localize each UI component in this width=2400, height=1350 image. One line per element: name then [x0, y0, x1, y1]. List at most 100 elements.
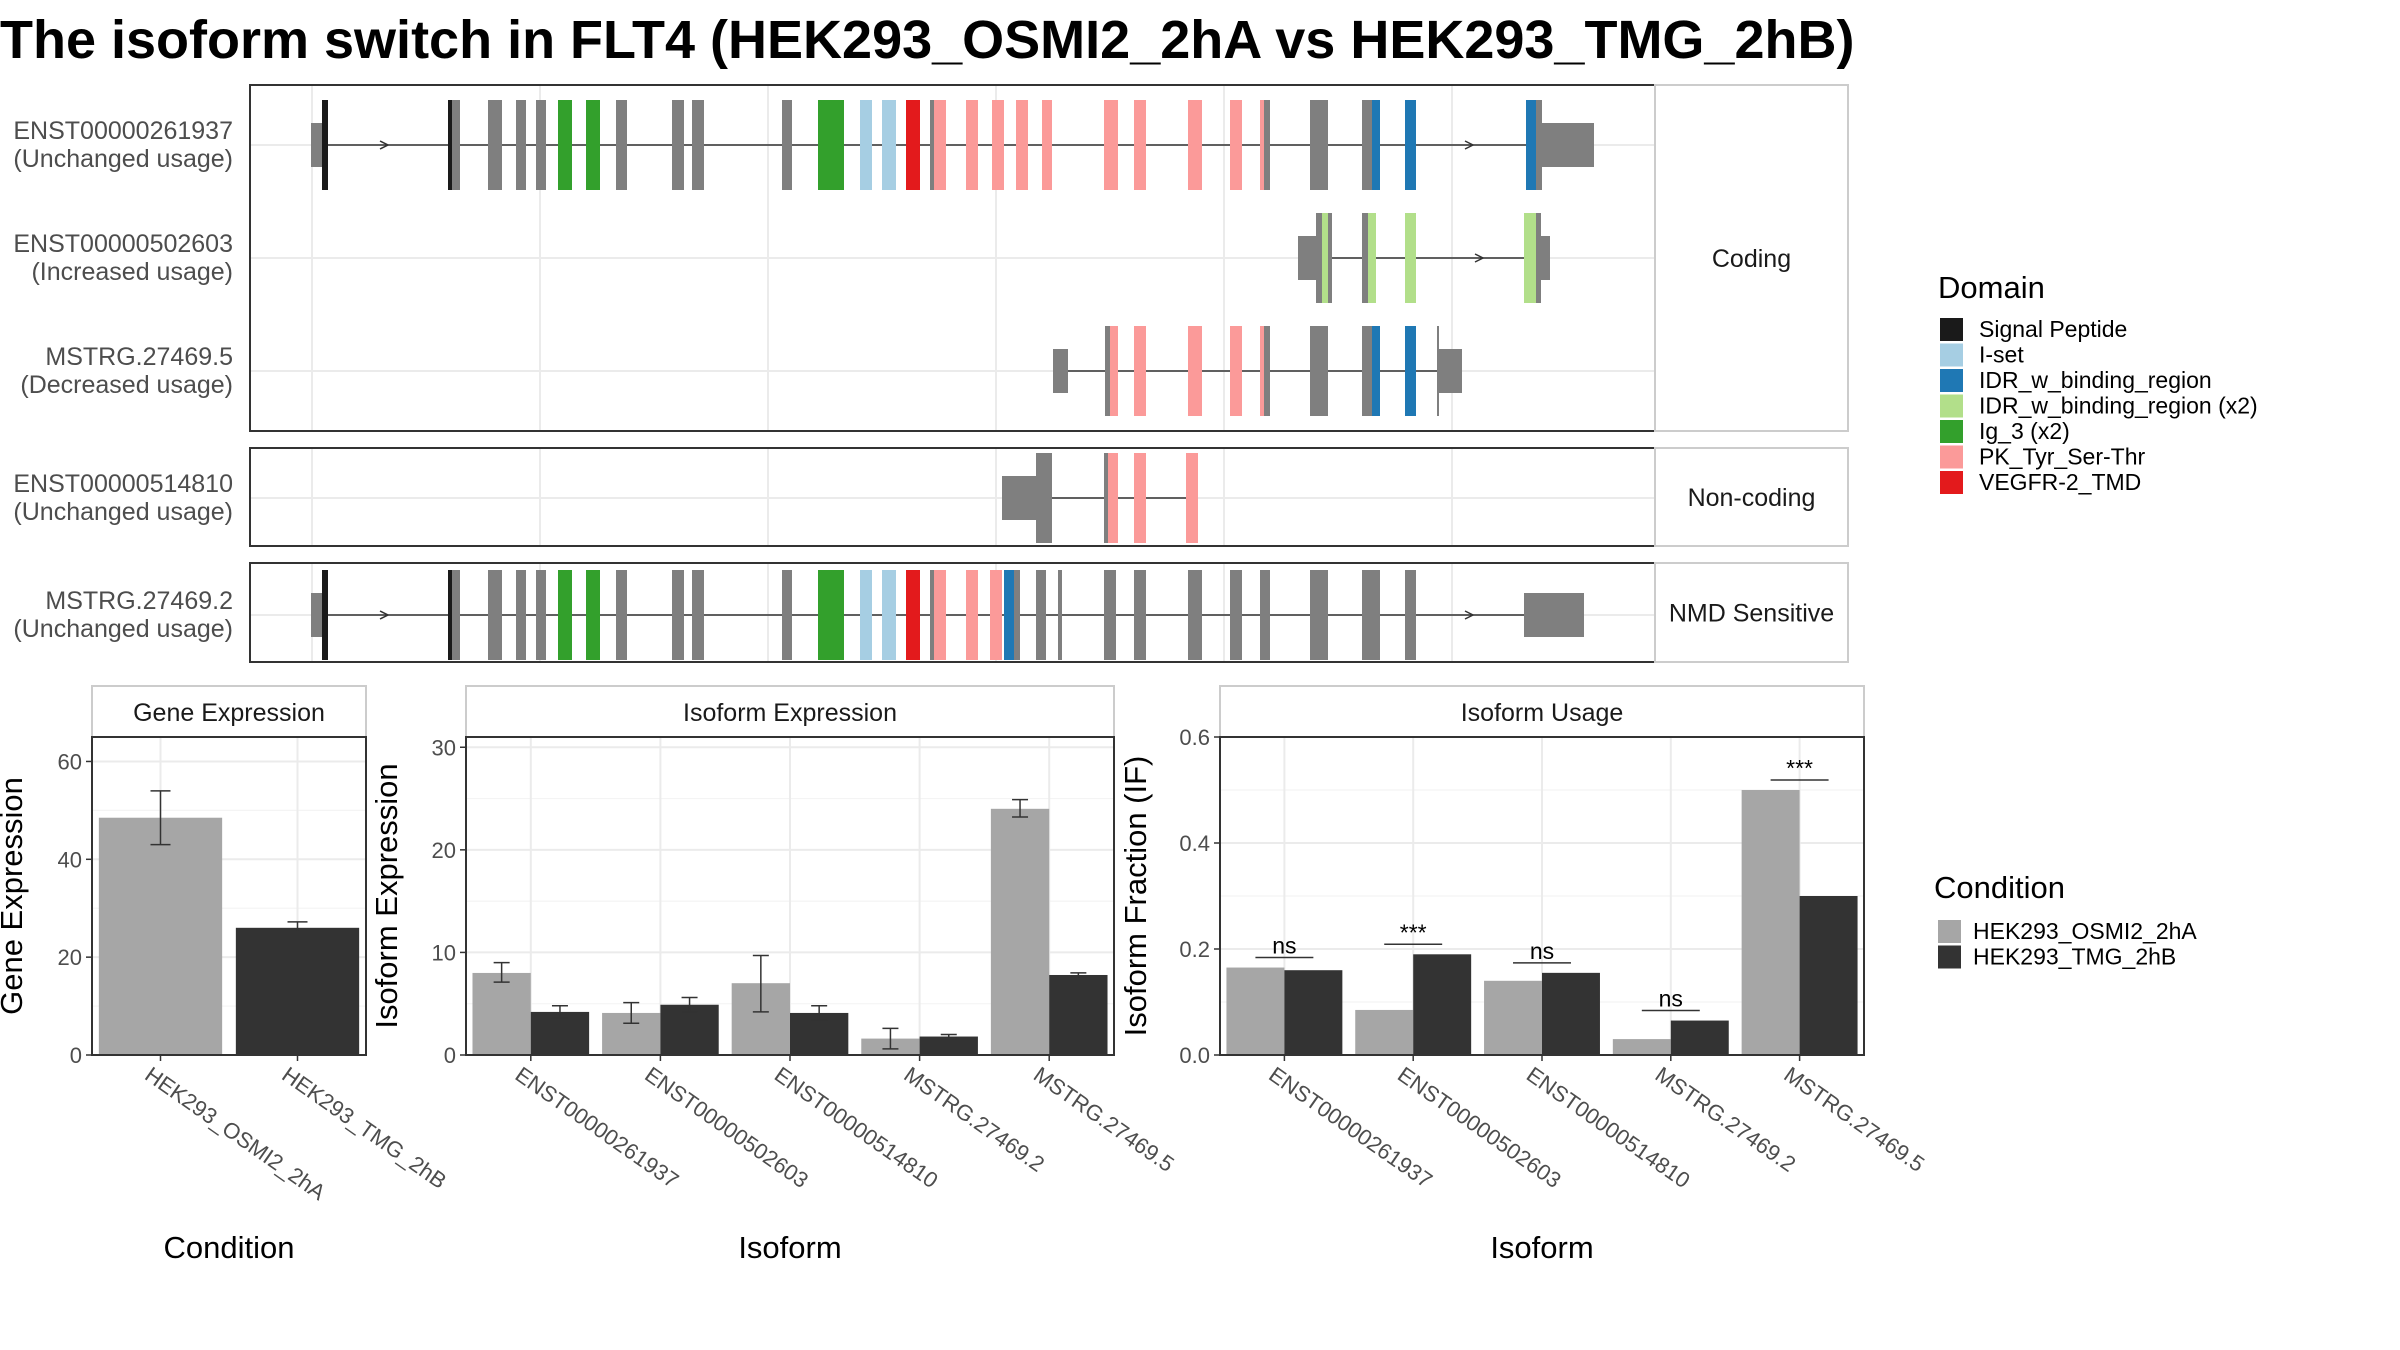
- exon-block: [1536, 213, 1541, 303]
- exon-block: [906, 100, 920, 190]
- y-axis-title: Isoform Fraction (IF): [1118, 756, 1153, 1037]
- facet-strip: [1654, 447, 1849, 547]
- facet-strip-label: Coding: [1712, 245, 1791, 273]
- exon-block: [1108, 453, 1118, 543]
- significance-label: ns: [1530, 938, 1554, 964]
- isoform-id-label: MSTRG.27469.5: [45, 343, 233, 371]
- exon-block: [516, 100, 526, 190]
- x-axis-title: Isoform: [738, 1230, 841, 1265]
- bar: [1226, 967, 1285, 1055]
- exon-block: [452, 570, 460, 660]
- exon-block: [558, 100, 572, 190]
- chart-title-strip: [91, 685, 367, 738]
- y-tick-label: 0.0: [1179, 1043, 1210, 1068]
- exon-block: [322, 100, 328, 190]
- exon-block: [1536, 100, 1542, 190]
- exon-block: [818, 570, 826, 660]
- condition-legend-label: HEK293_TMG_2hB: [1973, 944, 2176, 970]
- domain-legend-label: PK_Tyr_Ser-Thr: [1979, 444, 2145, 470]
- exon-block: [882, 570, 896, 660]
- exon-block: [782, 570, 792, 660]
- exon-block: [616, 100, 627, 190]
- exon-block: [1134, 570, 1146, 660]
- bars: [472, 798, 1108, 1055]
- exon-block: [1188, 100, 1202, 190]
- y-tick-label: 0.2: [1179, 937, 1210, 962]
- bar: [235, 927, 360, 1055]
- condition-legend-label: HEK293_OSMI2_2hA: [1973, 918, 2197, 944]
- bar: [919, 1036, 978, 1055]
- bars: [1226, 790, 1858, 1055]
- y-tick-label: 40: [58, 847, 82, 872]
- chart-title-strip: [1219, 685, 1865, 738]
- domain-legend-label: VEGFR-2_TMD: [1979, 469, 2141, 495]
- isoform-usage-label: (Unchanged usage): [13, 498, 233, 526]
- bar: [1049, 974, 1108, 1055]
- bar: [98, 817, 223, 1055]
- exon-block: [1542, 123, 1594, 167]
- exon-block: [934, 570, 946, 660]
- x-axis-title: Isoform: [1490, 1230, 1593, 1265]
- exon-block: [1541, 236, 1550, 280]
- exon-block: [1368, 213, 1376, 303]
- exon-block: [1362, 213, 1368, 303]
- exon-block: [516, 570, 526, 660]
- exon-block: [1016, 100, 1028, 190]
- exon-block: [1134, 100, 1146, 190]
- exon-block: [1104, 570, 1116, 660]
- domain-legend-key: [1940, 394, 1963, 418]
- exon-block: [1002, 476, 1036, 520]
- exon-block: [1260, 326, 1264, 416]
- exon-block: [1437, 326, 1439, 416]
- isoform-structure-panel: Coding Non-coding NMD Sensitive ENST0000026…: [13, 84, 1849, 663]
- domain-legend-key: [1940, 369, 1963, 392]
- y-tick-label: 60: [58, 749, 82, 774]
- exon-block: [826, 100, 844, 190]
- isoform-id-label: ENST00000261937: [13, 117, 233, 145]
- domain-legend-key: [1940, 471, 1963, 494]
- isoform-row: ENST00000261937(Unchanged usage): [13, 100, 1594, 190]
- chart-panel-border: [91, 736, 367, 1056]
- y-tick-label: 0.6: [1179, 725, 1210, 750]
- exon-block: [1188, 326, 1202, 416]
- exon-block: [1042, 100, 1052, 190]
- exon-block: [586, 100, 600, 190]
- exon-block: [934, 100, 946, 190]
- exon-block: [1230, 100, 1242, 190]
- exon-block: [1264, 326, 1270, 416]
- exon-block: [1524, 593, 1584, 637]
- significance-label: ns: [1272, 933, 1296, 959]
- exon-block: [1439, 349, 1462, 393]
- structure-panel-bg: [250, 563, 1655, 662]
- isoform-row: ENST00000514810(Unchanged usage): [13, 453, 1198, 543]
- figure-title: The isoform switch in FLT4 (HEK293_OSMI2…: [0, 10, 1854, 70]
- y-tick-label: 0.4: [1179, 831, 1210, 856]
- isoform-row: MSTRG.27469.5(Decreased usage): [20, 326, 1462, 416]
- exon-block: [1188, 570, 1202, 660]
- exon-block: [1405, 326, 1416, 416]
- exon-block: [826, 570, 844, 660]
- x-tick-label: MSTRG.27469.5: [1780, 1062, 1930, 1177]
- significance-label: ns: [1659, 986, 1683, 1012]
- domain-legend-label: Ig_3 (x2): [1979, 418, 2070, 444]
- bar: [530, 1011, 590, 1055]
- exon-block: [311, 123, 322, 167]
- bar: [1484, 980, 1542, 1055]
- exon-block: [966, 570, 978, 660]
- exon-block: [930, 100, 934, 190]
- chart-title: Isoform Usage: [1461, 699, 1624, 727]
- exon-block: [1362, 570, 1380, 660]
- exon-block: [1310, 326, 1328, 416]
- exon-block: [1310, 100, 1328, 190]
- bar: [1799, 896, 1858, 1055]
- exon-block: [1264, 100, 1270, 190]
- chart-isoform-usage: Isoform Usage0.00.20.40.6ns***nsns***ENS…: [1118, 685, 1930, 1265]
- exon-block: [672, 570, 684, 660]
- domain-legend-key: [1940, 318, 1963, 341]
- isoform-usage-label: (Unchanged usage): [13, 145, 233, 173]
- isoform-usage-label: (Unchanged usage): [13, 615, 233, 643]
- domain-legend-label: Signal Peptide: [1979, 316, 2127, 342]
- bars: [98, 790, 360, 1055]
- domain-legend-label: IDR_w_binding_region (x2): [1979, 393, 2258, 419]
